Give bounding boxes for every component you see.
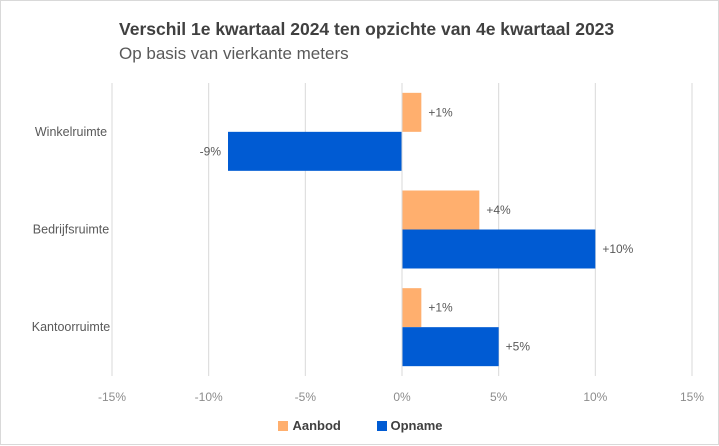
- bar-opname: [228, 131, 402, 171]
- bar-opname: [402, 327, 499, 367]
- x-tick-label: -15%: [98, 390, 126, 404]
- data-label: +5%: [506, 340, 531, 354]
- legend-item-opname[interactable]: Opname: [376, 418, 443, 433]
- x-tick-label: -10%: [195, 390, 223, 404]
- bar-opname: [402, 229, 596, 269]
- bar-aanbod: [402, 92, 422, 132]
- legend: Aanbod Opname: [1, 418, 719, 434]
- legend-item-aanbod[interactable]: Aanbod: [278, 418, 341, 433]
- data-label: +10%: [602, 242, 633, 256]
- bar-aanbod: [402, 288, 422, 328]
- bar-aanbod: [402, 190, 480, 230]
- data-label: +1%: [428, 301, 453, 315]
- data-label: +1%: [428, 105, 453, 119]
- x-tick-label: 0%: [393, 390, 411, 404]
- data-label: +4%: [486, 203, 511, 217]
- legend-swatch-aanbod: [278, 420, 289, 431]
- x-tick-label: 15%: [680, 390, 704, 404]
- category-label: Kantoorruimte: [32, 320, 111, 334]
- x-tick-label: 5%: [490, 390, 508, 404]
- chart-subtitle: Op basis van vierkante meters: [119, 44, 349, 63]
- legend-label-aanbod: Aanbod: [292, 418, 341, 433]
- x-tick-label: -5%: [295, 390, 317, 404]
- category-label: Bedrijfsruimte: [33, 223, 109, 237]
- legend-swatch-opname: [376, 420, 387, 431]
- chart-title: Verschil 1e kwartaal 2024 ten opzichte v…: [119, 19, 615, 39]
- legend-label-opname: Opname: [390, 418, 443, 433]
- category-label: Winkelruimte: [35, 125, 107, 139]
- x-tick-label: 10%: [583, 390, 607, 404]
- data-label: -9%: [200, 144, 222, 158]
